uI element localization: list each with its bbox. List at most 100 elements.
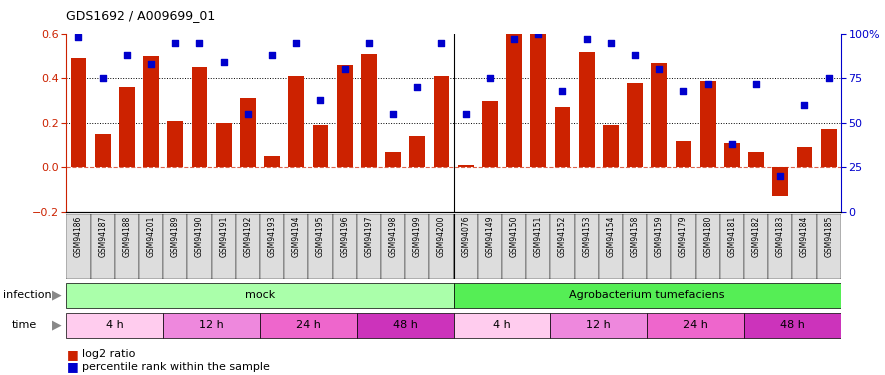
Bar [817,214,841,279]
Bar [796,147,812,167]
Point [192,40,206,46]
Text: 4 h: 4 h [493,320,511,330]
Text: GSM94153: GSM94153 [582,216,591,257]
Bar [527,214,550,279]
Bar [260,214,284,279]
Bar [66,214,90,279]
Text: 24 h: 24 h [296,320,320,330]
Bar [163,313,260,338]
Point [749,81,763,87]
Bar [337,65,352,167]
Bar [115,214,139,279]
Bar [599,214,623,279]
Bar [163,214,188,279]
Point [119,52,134,58]
Text: GSM94190: GSM94190 [195,216,204,257]
Bar [66,313,163,338]
Bar [90,214,115,279]
Bar [71,58,87,167]
Point [72,34,86,40]
Text: ▶: ▶ [52,319,61,332]
Bar [361,54,377,167]
Bar [66,283,454,308]
Bar [550,313,647,338]
Point [604,40,618,46]
Point [483,75,497,81]
Bar [95,134,111,167]
Point [435,40,449,46]
Bar [284,214,308,279]
Bar [627,83,643,167]
Bar [385,152,401,167]
Point [701,81,715,87]
Text: GSM94184: GSM94184 [800,216,809,257]
Point [628,52,643,58]
Bar [555,107,570,167]
Point [168,40,182,46]
Text: 24 h: 24 h [683,320,708,330]
Bar [768,214,792,279]
Bar [744,313,841,338]
Text: GSM94149: GSM94149 [485,216,495,257]
Bar [235,214,260,279]
Text: GSM94197: GSM94197 [365,216,373,257]
Point [773,173,788,179]
Bar [143,56,159,167]
Bar [192,67,207,167]
Text: GSM94201: GSM94201 [147,216,156,257]
Point [217,59,231,65]
Text: GSM94076: GSM94076 [461,216,470,257]
Point [458,111,473,117]
Bar [405,214,429,279]
Point [531,31,545,37]
Point [337,66,351,72]
Bar [216,123,232,167]
Text: GSM94187: GSM94187 [98,216,107,257]
Text: time: time [12,320,37,330]
Bar [188,214,212,279]
Bar [357,214,381,279]
Bar [289,76,304,167]
Text: log2 ratio: log2 ratio [82,350,135,359]
Bar [454,313,550,338]
Text: GSM94182: GSM94182 [751,216,760,257]
Bar [240,98,256,167]
Text: GSM94159: GSM94159 [655,216,664,257]
Bar [212,214,235,279]
Bar [458,165,473,167]
Text: infection: infection [3,290,51,300]
Point [725,141,739,147]
Text: GSM94183: GSM94183 [776,216,785,257]
Bar [672,214,696,279]
Bar [820,129,836,167]
Bar [265,156,280,167]
Text: 12 h: 12 h [587,320,612,330]
Text: GSM94198: GSM94198 [389,216,397,257]
Point [241,111,255,117]
Point [144,61,158,67]
Text: GDS1692 / A009699_01: GDS1692 / A009699_01 [66,9,216,22]
Bar [167,121,183,167]
Text: percentile rank within the sample: percentile rank within the sample [82,362,270,372]
Point [676,88,690,94]
Point [821,75,835,81]
Bar [434,76,450,167]
Bar [748,152,764,167]
Bar [773,167,789,196]
Bar [482,100,497,167]
Text: GSM94194: GSM94194 [292,216,301,257]
Text: GSM94185: GSM94185 [824,216,833,257]
Point [652,66,666,72]
Bar [410,136,425,167]
Bar [139,214,163,279]
Text: GSM94191: GSM94191 [219,216,228,257]
Text: GSM94193: GSM94193 [267,216,277,257]
Bar [454,283,841,308]
Text: GSM94196: GSM94196 [340,216,350,257]
Text: GSM94200: GSM94200 [437,216,446,257]
Text: GSM94199: GSM94199 [412,216,422,257]
Bar [429,214,454,279]
Bar [119,87,135,167]
Bar [357,313,454,338]
Bar [720,214,744,279]
